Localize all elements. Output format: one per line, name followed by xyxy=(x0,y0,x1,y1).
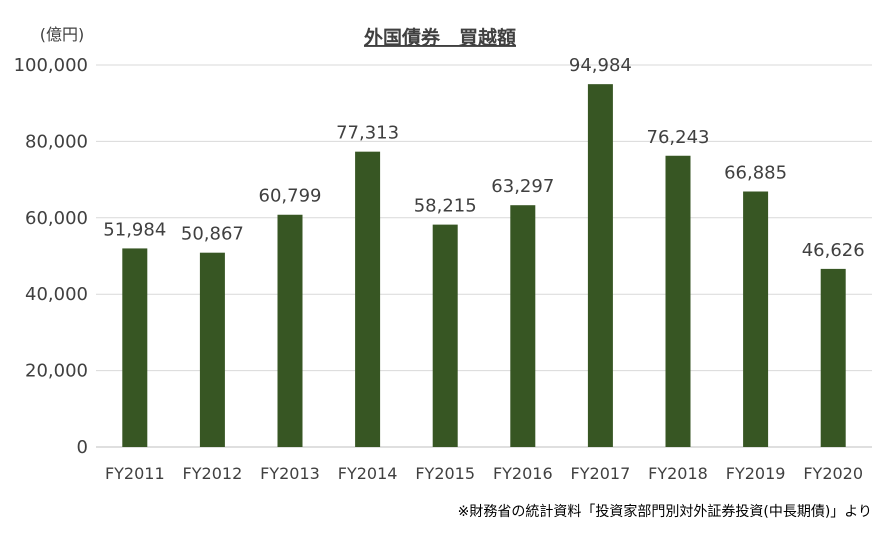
chart-title: 外国債券 買越額 xyxy=(364,26,516,49)
x-tick-label: FY2020 xyxy=(803,464,863,483)
y-axis: 0 20,000 40,000 60,000 80,000 100,000 xyxy=(14,55,88,458)
x-tick-label: FY2018 xyxy=(648,464,708,483)
x-tick-label: FY2014 xyxy=(338,464,398,483)
data-label: 94,984 xyxy=(569,55,632,76)
y-tick-label: 60,000 xyxy=(25,208,88,229)
x-axis: FY2011 FY2012 FY2013 FY2014 FY2015 FY2016 FY20… xyxy=(105,464,863,483)
bar xyxy=(587,84,613,447)
bar xyxy=(355,151,381,447)
bar xyxy=(743,191,769,447)
y-tick-label: 40,000 xyxy=(25,284,88,305)
x-tick-label: FY2012 xyxy=(183,464,243,483)
data-label: 50,867 xyxy=(181,224,244,245)
data-label: 60,799 xyxy=(259,186,322,207)
bar xyxy=(199,252,225,447)
bar xyxy=(277,214,303,447)
y-tick-label: 20,000 xyxy=(25,361,88,382)
data-label: 77,313 xyxy=(336,123,399,144)
data-label: 46,626 xyxy=(802,240,865,261)
data-label: 51,984 xyxy=(103,219,166,240)
bar xyxy=(665,155,691,447)
data-label: 76,243 xyxy=(647,127,710,148)
x-tick-label: FY2019 xyxy=(726,464,786,483)
source-note: ※財務省の統計資料「投資家部門別対外証券投資(中長期債)」より xyxy=(458,503,872,520)
gridlines xyxy=(96,64,872,448)
x-tick-label: FY2016 xyxy=(493,464,553,483)
x-tick-label: FY2011 xyxy=(105,464,165,483)
data-labels: 51,984 50,867 60,799 77,313 58,215 63,297 94,9… xyxy=(103,55,864,261)
y-tick-label: 0 xyxy=(77,437,88,458)
x-tick-label: FY2017 xyxy=(571,464,631,483)
bar xyxy=(510,205,536,447)
y-axis-unit-label: (億円) xyxy=(40,25,85,44)
x-tick-label: FY2013 xyxy=(260,464,320,483)
x-tick-label: FY2015 xyxy=(415,464,475,483)
y-tick-label: 100,000 xyxy=(14,55,88,76)
y-tick-label: 80,000 xyxy=(25,131,88,152)
bar xyxy=(122,248,148,447)
bar xyxy=(432,224,458,447)
data-label: 66,885 xyxy=(724,162,787,183)
bar xyxy=(820,268,846,447)
data-label: 63,297 xyxy=(491,176,554,197)
data-label: 58,215 xyxy=(414,196,477,217)
bars xyxy=(122,84,846,447)
